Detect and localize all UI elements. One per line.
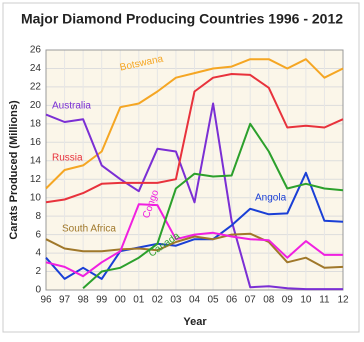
series-label: South Africa — [62, 224, 116, 235]
y-tick-label: 12 — [30, 174, 42, 185]
y-tick-label: 8 — [35, 211, 41, 222]
x-tick-label: 96 — [40, 295, 52, 306]
x-tick-label: 01 — [133, 295, 145, 306]
chart-title: Major Diamond Producing Countries 1996 -… — [21, 11, 343, 27]
y-tick-label: 18 — [30, 118, 42, 129]
x-tick-label: 09 — [282, 295, 294, 306]
series-line — [45, 232, 344, 269]
x-tick-label: 11 — [319, 295, 330, 306]
y-tick-label: 24 — [30, 63, 42, 74]
y-axis-label: Carats Produced (Millions) — [8, 100, 20, 240]
x-tick-label: 03 — [170, 295, 182, 306]
series-label: Russia — [52, 153, 83, 164]
x-tick-label: 08 — [263, 295, 275, 306]
series-line — [45, 58, 344, 190]
x-tick-label: 02 — [152, 295, 164, 306]
series-line — [82, 122, 344, 289]
x-tick-label: 10 — [300, 295, 312, 306]
series-line — [45, 203, 343, 278]
plot-border — [45, 49, 344, 291]
y-tick-label: 20 — [30, 100, 42, 111]
y-tick-label: 16 — [30, 137, 42, 148]
y-tick-label: 0 — [35, 285, 41, 296]
x-tick-label: 12 — [337, 295, 349, 306]
y-tick-label: 4 — [35, 248, 41, 259]
y-tick-label: 10 — [30, 192, 42, 203]
series-label: Australia — [52, 101, 91, 112]
x-tick-label: 04 — [189, 295, 201, 306]
x-tick-label: 97 — [59, 295, 71, 306]
x-tick-label: 05 — [208, 295, 220, 306]
x-tick-label: 98 — [78, 295, 90, 306]
x-tick-label: 06 — [226, 295, 238, 306]
series-line — [45, 102, 343, 291]
y-tick-label: 6 — [35, 229, 41, 240]
x-tick-label: 00 — [115, 295, 127, 306]
y-tick-label: 14 — [30, 155, 42, 166]
y-tick-label: 22 — [30, 82, 42, 93]
series-label: Angola — [255, 193, 287, 204]
series-line — [45, 171, 344, 280]
series-line — [45, 73, 344, 204]
x-axis-label: Year — [183, 316, 207, 328]
x-tick-label: 07 — [245, 295, 257, 306]
y-tick-label: 2 — [35, 266, 41, 277]
x-tick-label: 99 — [96, 295, 108, 306]
y-tick-label: 26 — [30, 45, 42, 56]
